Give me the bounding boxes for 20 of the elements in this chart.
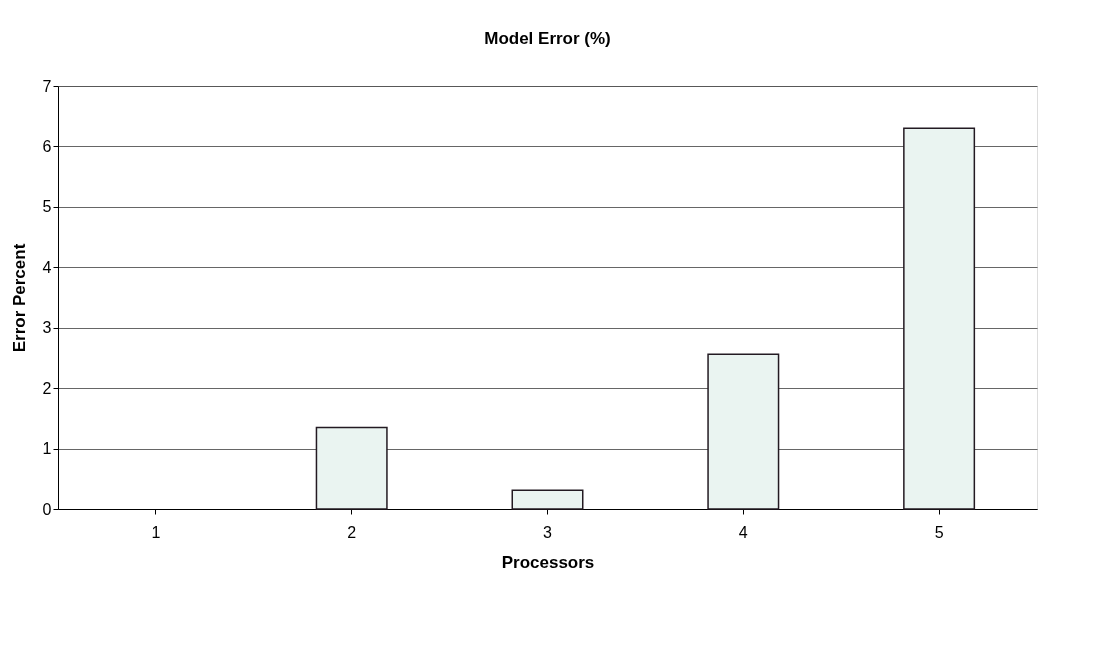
y-axis-title: Error Percent — [9, 243, 29, 353]
x-tick-label: 5 — [934, 523, 944, 541]
bar — [707, 353, 780, 510]
x-tick-label: 1 — [151, 523, 161, 541]
y-tick-label: 4 — [42, 258, 52, 276]
x-tick-label: 2 — [347, 523, 357, 541]
x-tick-label: 4 — [738, 523, 748, 541]
x-axis-title: Processors — [501, 552, 595, 572]
y-tick-label: 1 — [42, 440, 52, 458]
y-tick-label: 7 — [42, 77, 52, 95]
x-tick-label: 3 — [543, 523, 553, 541]
bar — [511, 489, 584, 510]
y-tick-label: 6 — [42, 137, 52, 155]
y-tick-label: 3 — [42, 319, 52, 337]
y-tick-label: 5 — [42, 198, 52, 216]
bar — [903, 127, 976, 510]
y-tick-label: 0 — [42, 500, 52, 518]
chart-title: Model Error (%) — [484, 29, 611, 48]
bar — [315, 426, 388, 510]
y-tick-label: 2 — [42, 379, 52, 397]
